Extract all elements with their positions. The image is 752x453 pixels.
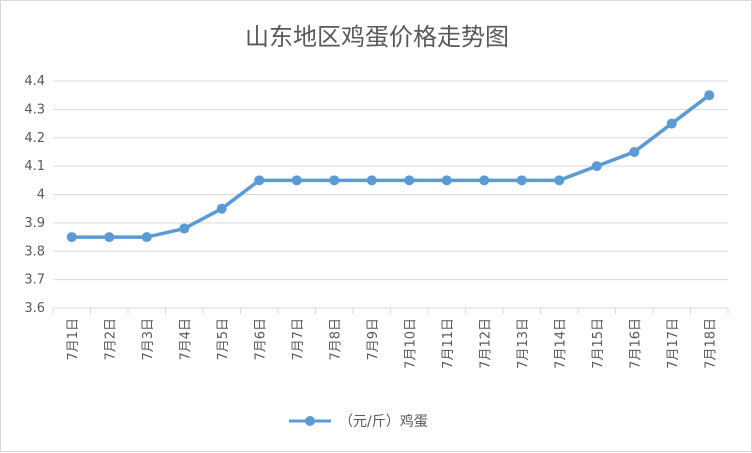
x-tick-label: 7月5日	[216, 318, 231, 361]
data-point	[629, 146, 640, 157]
chart-title: 山东地区鸡蛋价格走势图	[245, 23, 509, 51]
x-tick-label: 7月14日	[553, 318, 568, 369]
data-point	[216, 203, 227, 214]
data-point	[141, 232, 152, 243]
x-tick-label: 7月15日	[591, 318, 606, 369]
x-tick-label: 7月4日	[178, 318, 193, 361]
y-tick-label: 3.7	[24, 273, 45, 288]
x-tick-label: 7月10日	[403, 318, 418, 369]
x-tick-label: 7月11日	[441, 318, 456, 369]
legend: （元/斤）鸡蛋	[289, 413, 428, 430]
y-tick-label: 3.9	[24, 216, 45, 231]
x-tick-label: 7月6日	[253, 318, 268, 361]
data-point	[704, 90, 715, 101]
x-tick-label: 7月7日	[291, 318, 306, 361]
x-tick-label: 7月12日	[478, 318, 493, 369]
data-point	[366, 175, 377, 186]
x-tick-label: 7月9日	[366, 318, 381, 361]
data-point	[404, 175, 415, 186]
y-tick-label: 4	[37, 188, 45, 203]
y-axis-ticks: 3.6 3.7 3.8 3.9 4 4.1 4.2 4.3 4.4	[24, 74, 45, 316]
x-tick-label: 7月8日	[328, 318, 343, 361]
data-point	[516, 175, 527, 186]
x-tick-label: 7月13日	[516, 318, 531, 369]
data-point	[479, 175, 490, 186]
gridlines	[52, 80, 729, 314]
y-tick-label: 4.2	[24, 131, 45, 146]
y-tick-label: 3.6	[24, 301, 45, 316]
series-layer	[66, 90, 715, 243]
legend-dot-marker	[305, 416, 315, 426]
data-point	[666, 118, 677, 129]
x-tick-label: 7月18日	[703, 318, 718, 369]
data-point	[554, 175, 565, 186]
data-point	[66, 232, 77, 243]
x-tick-label: 7月2日	[103, 318, 118, 361]
x-tick-label: 7月17日	[666, 318, 681, 369]
series-line	[70, 93, 711, 239]
y-tick-label: 4.4	[24, 74, 45, 89]
data-point	[179, 223, 190, 234]
x-axis-ticks: 7月1日 7月2日 7月3日 7月4日 7月5日 7月6日 7月7日 7月8日 7月9日 7月10…	[66, 318, 719, 369]
data-point	[291, 175, 302, 186]
y-tick-label: 4.3	[24, 102, 45, 117]
data-point	[104, 232, 115, 243]
data-point	[591, 161, 602, 172]
x-tick-label: 7月3日	[141, 318, 156, 361]
y-tick-label: 4.1	[24, 159, 45, 174]
data-point	[441, 175, 452, 186]
x-tick-label: 7月1日	[66, 318, 81, 361]
y-tick-label: 3.8	[24, 244, 45, 259]
data-point	[254, 175, 265, 186]
x-tick-label: 7月16日	[628, 318, 643, 369]
data-point	[329, 175, 340, 186]
legend-label: （元/斤）鸡蛋	[339, 413, 428, 430]
